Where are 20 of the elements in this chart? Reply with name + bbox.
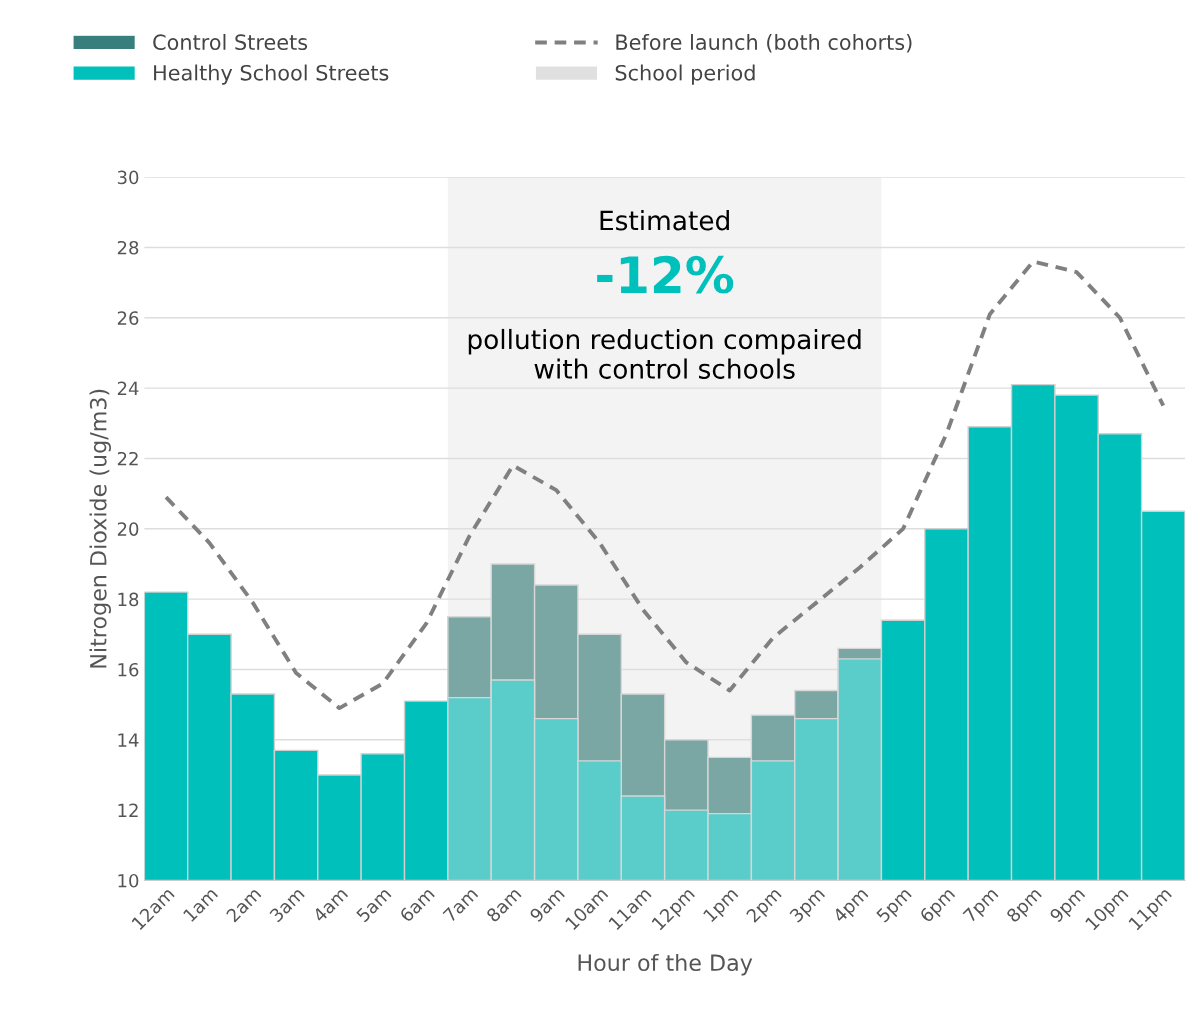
legend-label: School period <box>615 64 755 85</box>
legend-label: Before launch (both cohorts) <box>616 33 912 53</box>
y-tick-label: 10 <box>118 873 139 888</box>
y-tick-label: 22 <box>117 451 138 466</box>
y-axis-title: Nitrogen Dioxide (ug/m3) <box>89 389 111 668</box>
y-tick-label: 28 <box>117 240 139 255</box>
y-tick-label: 30 <box>117 170 139 185</box>
y-tick-label: 26 <box>117 311 139 325</box>
y-tick-label: 14 <box>118 733 139 747</box>
y-tick-label: 16 <box>118 662 139 677</box>
y-tick-label: 18 <box>118 592 139 607</box>
annotation: pollution reduction compaired with control schools <box>468 328 861 379</box>
x-axis-title: Hour of the Day <box>578 953 753 976</box>
y-tick-label: 12 <box>118 803 138 817</box>
legend-label: Control Streets <box>153 33 308 51</box>
legend-label: Healthy School Streets <box>154 64 389 85</box>
annotation: -12% <box>597 255 734 294</box>
y-tick-label: 24 <box>117 381 139 395</box>
annotation: Estimated <box>600 210 729 231</box>
y-tick-label: 20 <box>117 522 139 536</box>
